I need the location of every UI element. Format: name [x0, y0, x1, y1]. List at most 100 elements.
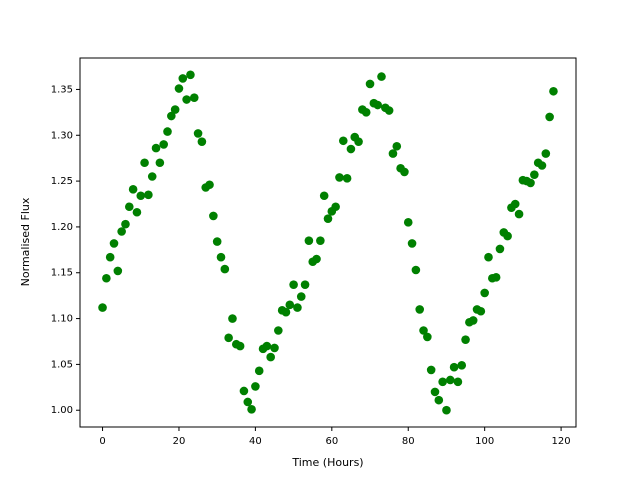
x-tick-label: 20	[173, 436, 186, 447]
scatter-point	[537, 161, 547, 170]
scatter-point	[243, 397, 253, 407]
scatter-point	[514, 209, 524, 219]
scatter-point	[167, 111, 176, 121]
y-tick-label: 1.25	[51, 176, 73, 187]
scatter-point	[468, 316, 478, 325]
scatter-point	[434, 395, 444, 405]
scatter-point	[235, 341, 245, 351]
scatter-point	[484, 252, 493, 262]
scatter-point	[132, 207, 142, 217]
scatter-point	[266, 352, 275, 362]
scatter-point	[144, 190, 153, 200]
y-tick-label: 1.10	[51, 314, 73, 325]
scatter-point	[300, 280, 310, 289]
scatter-point	[140, 158, 149, 168]
x-axis-label: Time (Hours)	[291, 456, 363, 469]
scatter-point	[285, 300, 295, 310]
scatter-point	[510, 199, 520, 209]
scatter-point	[457, 361, 467, 370]
scatter-point	[197, 137, 207, 146]
scatter-point	[377, 72, 386, 81]
scatter-point	[335, 173, 344, 182]
scatter-point	[155, 158, 165, 168]
x-tick-label: 80	[402, 436, 415, 447]
y-tick-label: 1.35	[51, 84, 73, 95]
scatter-point	[98, 303, 107, 312]
y-tick-label: 1.05	[51, 359, 73, 370]
scatter-point	[151, 143, 161, 153]
scatter-point	[480, 288, 489, 298]
scatter-point	[361, 108, 371, 117]
scatter-point	[319, 191, 329, 201]
scatter-point	[251, 382, 260, 391]
scatter-point	[105, 252, 115, 262]
scatter-point	[220, 264, 230, 274]
scatter-point	[124, 202, 134, 212]
scatter-point	[224, 333, 233, 343]
y-tick-label: 1.30	[51, 130, 73, 141]
scatter-point	[205, 180, 214, 190]
scatter-point	[407, 239, 417, 248]
scatter-point	[178, 74, 188, 83]
scatter-point	[495, 244, 505, 254]
scatter-point	[102, 273, 111, 283]
scatter-point	[403, 218, 413, 227]
scatter-point	[239, 386, 249, 396]
scatter-point	[545, 112, 554, 122]
scatter-point	[445, 375, 455, 385]
x-tick-label: 40	[249, 436, 262, 447]
scatter-point	[159, 140, 168, 149]
scatter-point	[296, 292, 306, 301]
scatter-point	[281, 307, 291, 317]
scatter-point	[423, 332, 432, 342]
scatter-point	[354, 137, 363, 146]
scatter-point	[438, 377, 447, 387]
scatter-point	[128, 185, 138, 194]
scatter-point	[163, 127, 172, 136]
scatter-point	[384, 106, 394, 115]
scatter-point	[491, 273, 501, 282]
scatter-point	[476, 306, 486, 316]
scatter-point	[415, 305, 425, 314]
scatter-point	[419, 326, 428, 335]
scatter-point	[373, 100, 382, 110]
scatter-point	[270, 343, 279, 353]
scatter-point	[312, 254, 321, 264]
scatter-point	[182, 95, 191, 104]
scatter-point	[530, 170, 539, 179]
scatter-point	[388, 149, 398, 158]
scatter-point	[254, 366, 264, 376]
scatter-point	[186, 70, 195, 80]
scatter-point	[346, 144, 356, 154]
scatter-point	[331, 202, 340, 212]
scatter-point	[338, 136, 348, 146]
scatter-point	[209, 211, 218, 221]
scatter-point	[136, 191, 146, 201]
scatter-point	[392, 141, 402, 151]
scatter-point	[170, 105, 180, 114]
scatter-point	[293, 303, 302, 312]
scatter-point	[121, 219, 130, 229]
scatter-point	[113, 266, 123, 276]
scatter-point	[323, 214, 333, 223]
scatter-point	[526, 178, 535, 188]
scatter-point	[117, 227, 126, 236]
scatter-point	[453, 377, 463, 387]
scatter-point	[541, 149, 551, 158]
scatter-point	[411, 265, 421, 275]
scatter-point	[212, 237, 222, 246]
scatter-point	[549, 86, 558, 96]
x-tick-label: 120	[552, 436, 571, 447]
y-axis-label: Normalised Flux	[19, 197, 32, 286]
y-tick-label: 1.00	[51, 405, 73, 416]
scatter-point	[228, 314, 237, 323]
x-tick-label: 0	[99, 436, 105, 447]
scatter-point	[342, 174, 352, 183]
scatter-point	[461, 335, 470, 344]
scatter-point	[174, 84, 184, 93]
scatter-point	[289, 280, 298, 289]
scatter-point	[274, 326, 283, 335]
scatter-point	[400, 167, 409, 177]
